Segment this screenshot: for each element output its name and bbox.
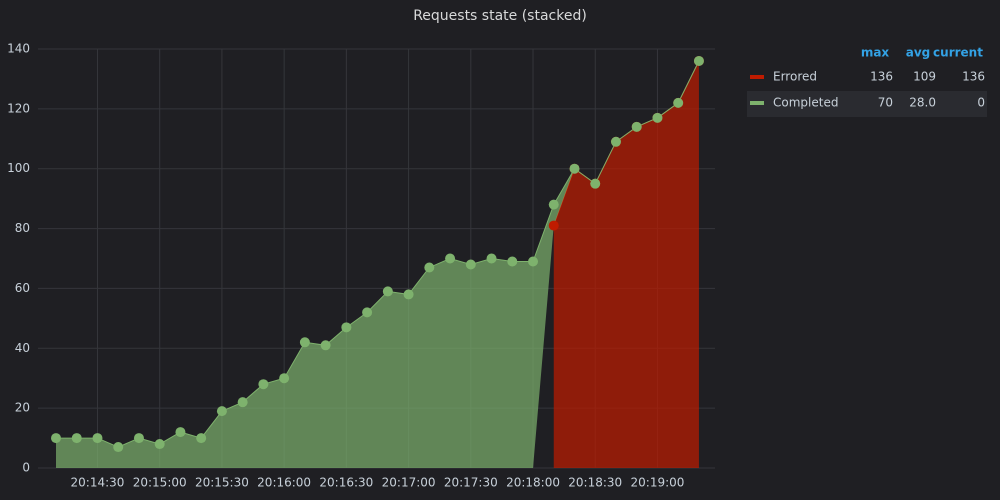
point <box>237 397 248 408</box>
point <box>424 262 435 273</box>
x-tick-label: 20:14:30 <box>71 476 125 490</box>
legend-swatch <box>750 75 764 79</box>
point <box>610 136 621 147</box>
legend-value: 136 <box>962 70 985 84</box>
area <box>553 60 699 468</box>
point <box>362 307 373 318</box>
point <box>631 121 642 132</box>
point <box>548 199 559 210</box>
y-tick-label: 0 <box>22 461 30 475</box>
point <box>154 439 165 450</box>
point <box>486 253 497 264</box>
point <box>320 340 331 351</box>
point <box>216 406 227 417</box>
point <box>507 256 518 267</box>
point <box>299 337 310 348</box>
point <box>382 286 393 297</box>
point <box>71 433 82 444</box>
x-tick-label: 20:15:00 <box>133 476 187 490</box>
point <box>113 442 124 453</box>
legend-value: 109 <box>913 70 936 84</box>
x-tick-label: 20:18:30 <box>568 476 622 490</box>
area <box>56 60 699 468</box>
y-tick-label: 120 <box>7 101 30 115</box>
legend-value: 136 <box>870 70 893 84</box>
legend-value: 0 <box>977 96 985 110</box>
y-tick-label: 20 <box>15 401 30 415</box>
point <box>465 259 476 270</box>
y-tick-label: 60 <box>15 281 30 295</box>
point <box>279 373 290 384</box>
x-tick-label: 20:16:00 <box>257 476 311 490</box>
x-tick-label: 20:19:00 <box>631 476 685 490</box>
legend-header: max <box>861 46 890 60</box>
x-tick-label: 20:16:30 <box>319 476 373 490</box>
legend-label: Completed <box>773 96 838 110</box>
point <box>403 289 414 300</box>
point <box>590 178 601 189</box>
legend-value: 28.0 <box>909 96 936 110</box>
point <box>175 427 186 438</box>
legend-swatch <box>750 101 764 105</box>
legend-header: avg <box>906 46 931 60</box>
point <box>92 433 103 444</box>
panel-title: Requests state (stacked) <box>413 8 587 24</box>
point <box>258 379 269 390</box>
point <box>133 433 144 444</box>
legend-value: 70 <box>878 96 893 110</box>
y-tick-label: 100 <box>7 161 30 175</box>
legend-header: current <box>933 46 983 60</box>
point <box>548 220 559 231</box>
point <box>569 163 580 174</box>
y-tick-label: 40 <box>15 341 30 355</box>
point <box>51 433 61 444</box>
x-tick-label: 20:15:30 <box>195 476 249 490</box>
x-tick-label: 20:17:30 <box>444 476 498 490</box>
point <box>196 433 207 444</box>
y-tick-label: 80 <box>15 221 30 235</box>
x-tick-label: 20:18:00 <box>506 476 560 490</box>
x-tick-label: 20:17:00 <box>382 476 436 490</box>
point <box>445 253 456 264</box>
point <box>341 322 352 333</box>
legend-row-highlight <box>747 91 987 117</box>
point <box>693 55 704 66</box>
y-tick-label: 140 <box>7 42 30 56</box>
legend-label: Errored <box>773 70 817 84</box>
point <box>673 97 684 108</box>
point <box>652 112 663 123</box>
point <box>528 256 539 267</box>
